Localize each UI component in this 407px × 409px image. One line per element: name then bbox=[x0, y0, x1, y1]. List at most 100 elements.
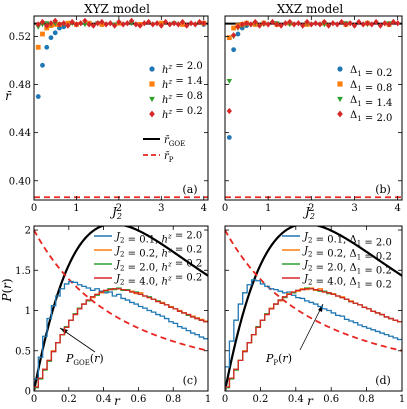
data-point bbox=[179, 18, 186, 26]
data-point bbox=[86, 21, 92, 28]
panel-a-title: XYZ model bbox=[84, 2, 150, 16]
histogram-series-1 bbox=[34, 280, 208, 391]
data-point bbox=[124, 20, 131, 27]
data-point bbox=[40, 62, 45, 68]
data-point bbox=[269, 18, 276, 26]
x-tick-label: 4 bbox=[394, 203, 400, 214]
legend-label: Δ1 = 1.4 bbox=[350, 95, 392, 109]
y-tick-label: 1.5 bbox=[15, 266, 31, 277]
data-point bbox=[69, 18, 75, 26]
data-point bbox=[167, 21, 173, 28]
data-point bbox=[154, 20, 160, 27]
x-tick-label: 0.6 bbox=[130, 394, 146, 405]
x-tick-label: 4 bbox=[201, 203, 207, 214]
legend-label: J2 = 4.0, Δ1 = 0.2 bbox=[302, 274, 392, 291]
panel-b: 0 1 2 3 4 Δ1 = 0.2Δ1 = 0.8Δ1 = 1.4Δ1 = 2.0 bbox=[222, 15, 403, 214]
panel-c: 0 0.2 0.4 0.6 0.8 1 0 0.5 1 1.5 2 J2 = 0.1, hz = 2.… bbox=[15, 225, 211, 405]
panel-c-ylabel: P(r) bbox=[0, 278, 14, 302]
legend-marker bbox=[149, 66, 155, 72]
legend-label: J2 = 0.2, hz = 0.2 bbox=[114, 245, 202, 260]
legend-marker bbox=[337, 96, 343, 103]
data-point bbox=[111, 22, 118, 29]
data-point bbox=[188, 20, 194, 27]
data-point bbox=[35, 44, 41, 50]
legend-label: J2 = 2.0, hz = 0.2 bbox=[114, 259, 202, 274]
data-point bbox=[82, 17, 88, 24]
panel-d-legend: J2 = 0.1, Δ1 = 2.0J2 = 0.2, Δ1 = 0.2J2 =… bbox=[282, 232, 392, 291]
data-point bbox=[300, 22, 306, 29]
x-tick-label: 0 bbox=[31, 203, 37, 214]
data-point bbox=[356, 18, 362, 26]
data-point bbox=[390, 18, 397, 26]
x-tick-label: 0.4 bbox=[96, 394, 112, 405]
data-point bbox=[278, 22, 284, 29]
data-point bbox=[78, 20, 84, 27]
legend-label: J2 = 4.0, hz = 0.2 bbox=[114, 273, 202, 288]
panel-d-data bbox=[225, 226, 402, 391]
data-point bbox=[226, 79, 232, 84]
series-4 bbox=[226, 18, 401, 115]
data-point bbox=[150, 21, 156, 28]
data-point bbox=[82, 22, 88, 28]
data-point bbox=[304, 18, 310, 26]
data-point bbox=[364, 20, 371, 27]
data-point bbox=[192, 21, 198, 28]
panel-a-legend: hz = 2.0hz = 1.4hz = 0.8hz = 0.2 r̄GOE r̄P bbox=[143, 61, 203, 164]
data-point bbox=[90, 22, 97, 29]
data-point bbox=[73, 21, 80, 28]
x-tick-label: 0.6 bbox=[323, 394, 339, 405]
data-point bbox=[95, 20, 101, 27]
panel-c-label: (c) bbox=[183, 374, 198, 387]
data-point bbox=[65, 22, 71, 29]
data-point bbox=[40, 31, 45, 37]
data-point bbox=[291, 21, 297, 28]
data-point bbox=[35, 94, 41, 99]
data-point bbox=[231, 47, 237, 53]
panel-d: 0 0.2 0.4 0.6 0.8 1 J2 = 0.1, Δ1 = 2.0J2 = 0.2… bbox=[222, 225, 405, 405]
y-tick-label: 0.52 bbox=[9, 32, 31, 43]
panel-b-title: XXZ model bbox=[277, 2, 344, 16]
legend-marker bbox=[149, 110, 155, 118]
legend-marker bbox=[337, 110, 343, 118]
data-point bbox=[141, 20, 147, 27]
data-point bbox=[52, 30, 58, 36]
poisson-curve bbox=[225, 229, 402, 352]
data-point bbox=[330, 20, 336, 27]
data-point bbox=[334, 21, 340, 28]
data-point bbox=[243, 20, 250, 27]
panel-d-arrow bbox=[299, 303, 324, 351]
data-point bbox=[61, 20, 67, 27]
x-tick-label: 3 bbox=[351, 203, 357, 214]
data-point bbox=[226, 35, 232, 41]
data-point bbox=[282, 20, 289, 27]
goe-curve bbox=[225, 226, 402, 391]
legend-marker bbox=[337, 66, 343, 72]
data-point bbox=[184, 22, 190, 29]
legend-label: hz = 0.2 bbox=[162, 106, 203, 121]
data-point bbox=[248, 21, 254, 28]
y-tick-label: 0.44 bbox=[9, 128, 31, 139]
data-point bbox=[137, 22, 143, 29]
data-point bbox=[252, 18, 258, 26]
x-tick-label: 0.4 bbox=[288, 394, 304, 405]
panel-a-data bbox=[34, 17, 208, 199]
legend-marker bbox=[337, 81, 343, 87]
y-tick-label: 0.5 bbox=[15, 346, 31, 357]
data-point bbox=[265, 21, 271, 28]
data-point bbox=[239, 21, 245, 28]
legend-label-poisson: r̄P bbox=[164, 151, 174, 164]
x-tick-label: 0.8 bbox=[359, 394, 375, 405]
data-point bbox=[201, 20, 207, 27]
data-point bbox=[44, 44, 50, 50]
x-tick-label: 2 bbox=[308, 203, 314, 214]
poisson-curve bbox=[34, 229, 208, 352]
panel-d-xlabel: r bbox=[307, 394, 314, 408]
data-point bbox=[395, 20, 401, 27]
panel-b-legend: Δ1 = 0.2Δ1 = 0.8Δ1 = 1.4Δ1 = 2.0 bbox=[337, 65, 392, 124]
data-point bbox=[256, 22, 263, 29]
data-point bbox=[377, 22, 384, 29]
data-point bbox=[321, 18, 327, 26]
data-point bbox=[48, 20, 54, 27]
